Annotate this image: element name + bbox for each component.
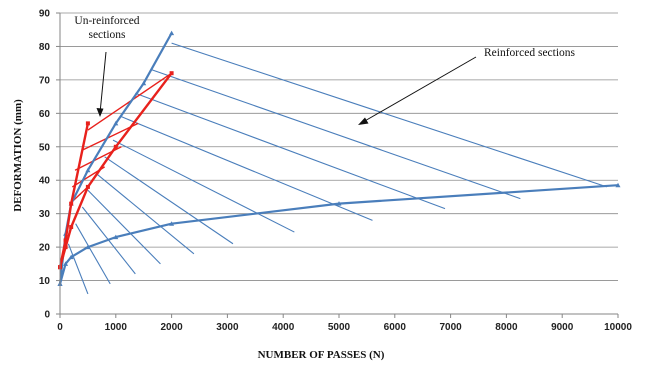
x-tick-label: 7000 bbox=[439, 322, 462, 333]
series-line-reinforced-flat bbox=[58, 184, 619, 285]
y-tick-label: 80 bbox=[39, 42, 51, 53]
arrow-head-reinforced bbox=[358, 117, 369, 125]
point-unreinforced-flat bbox=[169, 71, 174, 76]
point-reinforced-steep bbox=[169, 30, 175, 36]
x-tick-label: 5000 bbox=[328, 322, 351, 333]
point-reinforced-steep bbox=[85, 167, 91, 173]
hatch-line-reinforced bbox=[121, 116, 373, 221]
point-unreinforced-steep bbox=[69, 201, 74, 206]
arrow-head-unreinforced bbox=[96, 108, 104, 117]
point-reinforced-steep bbox=[113, 120, 119, 126]
series-line-unreinforced-flat bbox=[58, 72, 173, 268]
y-tick-label: 30 bbox=[39, 209, 51, 220]
annotation-reinforced: Reinforced sections bbox=[484, 47, 576, 59]
x-tick-label: 4000 bbox=[272, 322, 295, 333]
series-lines bbox=[57, 30, 621, 286]
point-reinforced-flat bbox=[169, 221, 175, 226]
point-reinforced-flat bbox=[68, 254, 74, 260]
hatch-lines bbox=[67, 42, 608, 295]
y-tick-label: 0 bbox=[44, 310, 50, 321]
annotation-unreinforced: Un-reinforced sections bbox=[74, 15, 139, 41]
hatch-line-reinforced bbox=[87, 189, 161, 265]
axes: 0 1000 2000 3000 4000 5000 6000 7000 8000 9000 100… bbox=[12, 9, 632, 362]
y-tick-label: 40 bbox=[39, 176, 51, 187]
gridlines bbox=[60, 12, 618, 281]
x-tick-label: 6000 bbox=[384, 322, 407, 333]
y-tick-label: 20 bbox=[39, 243, 51, 254]
y-tick-label: 70 bbox=[39, 75, 51, 86]
point-reinforced-flat bbox=[113, 234, 119, 240]
x-tick-label: 1000 bbox=[105, 322, 128, 333]
point-reinforced-flat bbox=[336, 201, 342, 206]
hatch-line-reinforced bbox=[75, 223, 111, 285]
x-tick-label: 2000 bbox=[160, 322, 183, 333]
annotation-line: sections bbox=[88, 29, 126, 41]
hatch-line-reinforced bbox=[95, 173, 195, 255]
x-tick-label: 3000 bbox=[216, 322, 239, 333]
x-tick-label: 0 bbox=[57, 322, 63, 333]
hatch-line-reinforced bbox=[104, 156, 234, 245]
hatch-line-reinforced bbox=[112, 139, 295, 233]
arrow-unreinforced bbox=[99, 51, 107, 114]
y-tick-label: 60 bbox=[39, 109, 51, 120]
y-axis-title: DEFORMATION (mm) bbox=[12, 99, 24, 212]
x-tick-label: 8000 bbox=[495, 322, 518, 333]
point-reinforced-steep bbox=[141, 80, 147, 86]
hatch-line-reinforced bbox=[151, 69, 521, 200]
point-reinforced-flat bbox=[85, 244, 91, 250]
y-tick-label: 90 bbox=[39, 9, 51, 20]
x-axis-title: NUMBER OF PASSES (N) bbox=[258, 349, 385, 361]
point-unreinforced-flat bbox=[69, 225, 74, 230]
hatch-line-reinforced bbox=[67, 243, 89, 295]
x-tick-label: 10000 bbox=[604, 322, 632, 333]
y-tick-label: 50 bbox=[39, 142, 51, 153]
x-tick-label: 9000 bbox=[551, 322, 574, 333]
annotation-line: Un-reinforced bbox=[74, 15, 139, 27]
point-unreinforced-flat bbox=[85, 184, 90, 189]
point-unreinforced-steep bbox=[85, 121, 90, 126]
point-unreinforced-steep bbox=[63, 238, 68, 243]
annotations: Un-reinforced sections Reinforced sections bbox=[74, 15, 576, 125]
point-unreinforced-flat bbox=[113, 144, 118, 149]
point-reinforced-flat bbox=[63, 261, 69, 266]
hatch-line-reinforced bbox=[135, 92, 446, 210]
arrow-reinforced bbox=[362, 56, 477, 123]
point-unreinforced-flat bbox=[63, 245, 68, 250]
point-reinforced-flat bbox=[615, 182, 621, 188]
y-tick-label: 10 bbox=[39, 276, 51, 287]
hatch-line-reinforced bbox=[171, 42, 608, 188]
